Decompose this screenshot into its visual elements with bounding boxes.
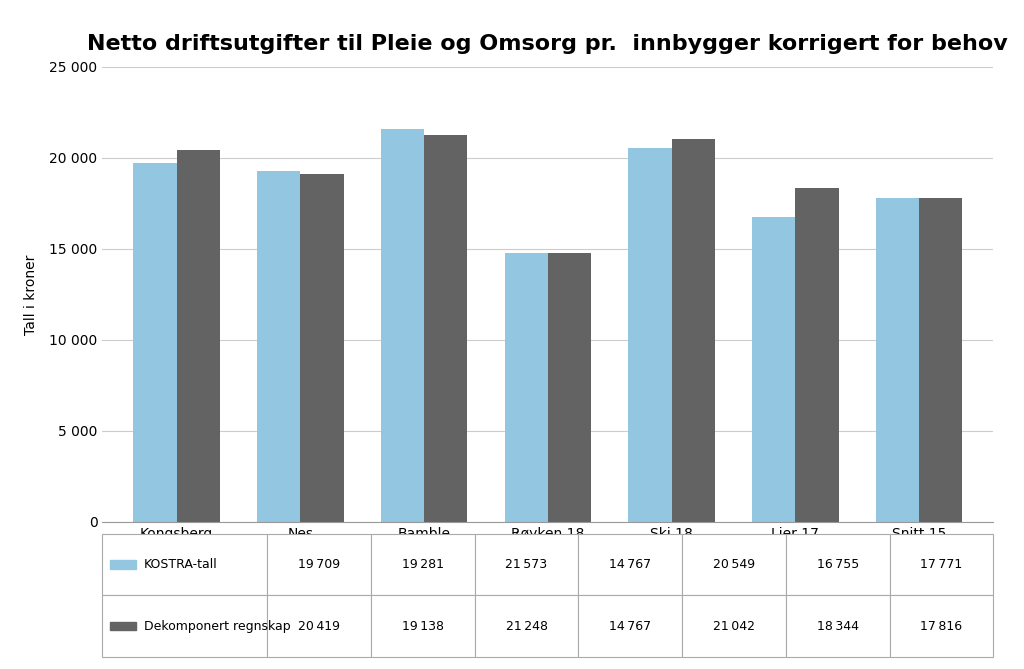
Bar [102,595,267,657]
Bar [133,163,176,522]
Text: 20 549: 20 549 [713,558,755,571]
Bar [381,129,424,522]
Text: 16 755: 16 755 [816,558,859,571]
Text: 21 573: 21 573 [506,558,548,571]
Bar [176,151,220,522]
Bar [110,622,136,630]
Bar [110,561,136,569]
Bar [890,534,993,595]
Bar [257,171,300,522]
Bar [300,173,344,522]
Text: 19 281: 19 281 [401,558,443,571]
Bar [371,534,475,595]
Bar [548,253,591,522]
Text: 17 771: 17 771 [921,558,963,571]
Bar [102,534,267,595]
Text: 20 419: 20 419 [298,619,340,633]
Bar [890,595,993,657]
Bar [785,534,890,595]
Bar [505,253,548,522]
Bar [579,595,682,657]
Text: 14 767: 14 767 [609,558,651,571]
Bar [267,534,371,595]
Text: 19 709: 19 709 [298,558,340,571]
Text: 19 138: 19 138 [401,619,443,633]
Text: 21 042: 21 042 [713,619,755,633]
Text: 17 816: 17 816 [921,619,963,633]
Bar [682,534,785,595]
Bar [579,534,682,595]
Text: 21 248: 21 248 [506,619,548,633]
Bar [475,534,579,595]
Text: KOSTRA-tall: KOSTRA-tall [143,558,217,571]
Title: Netto driftsutgifter til Pleie og Omsorg pr.  innbygger korrigert for behov: Netto driftsutgifter til Pleie og Omsorg… [87,34,1009,54]
Bar [371,595,475,657]
Bar [785,595,890,657]
Bar [672,139,715,522]
Bar [752,217,796,522]
Bar [796,188,839,522]
Y-axis label: Tall i kroner: Tall i kroner [25,254,38,334]
Bar [682,595,785,657]
Bar [876,199,920,522]
Bar [424,135,467,522]
Bar [920,197,963,522]
Text: 18 344: 18 344 [817,619,859,633]
Bar [267,595,371,657]
Text: Dekomponert regnskap: Dekomponert regnskap [143,619,290,633]
Text: 14 767: 14 767 [609,619,651,633]
Bar [629,148,672,522]
Bar [475,595,579,657]
